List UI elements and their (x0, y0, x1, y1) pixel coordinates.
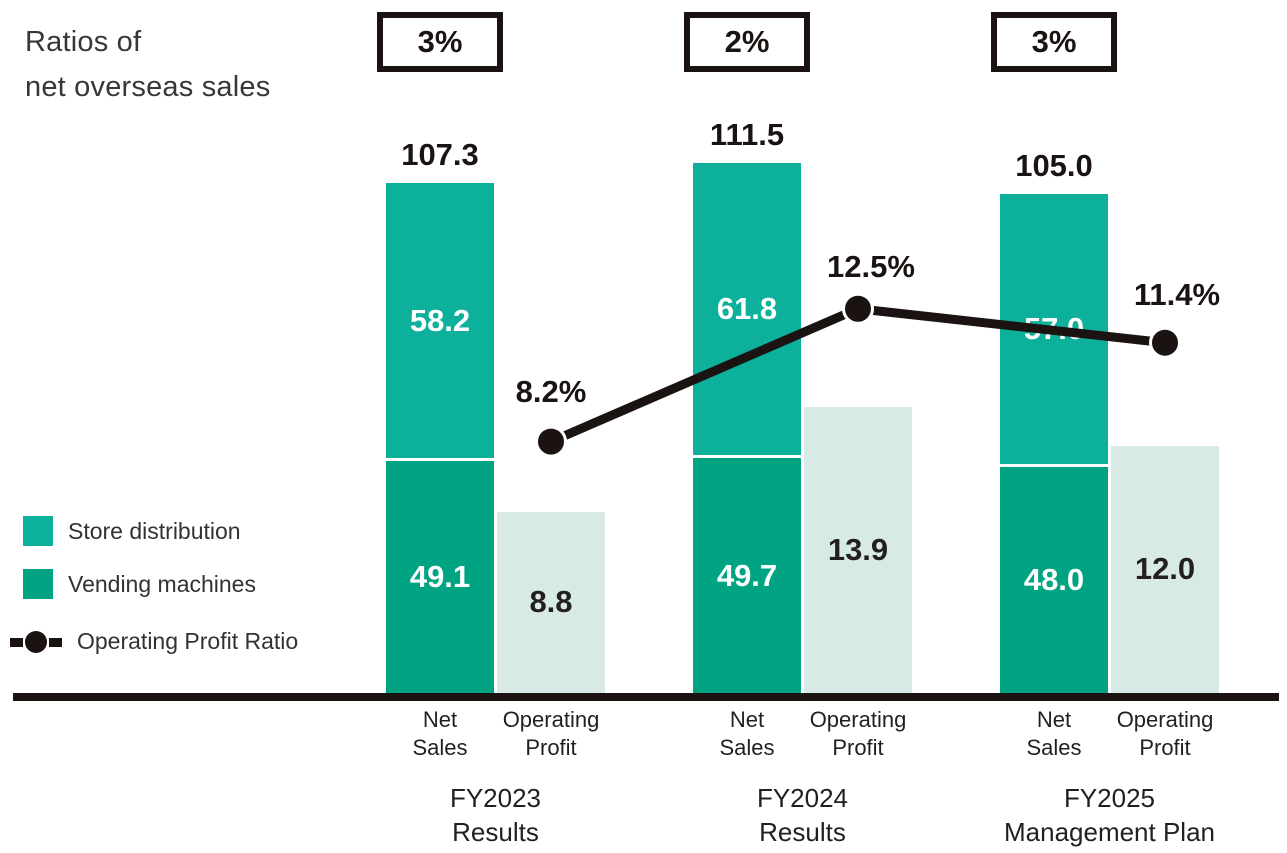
segment-divider (1000, 463, 1108, 467)
net-sales-axis-label-fy2024: Net Sales (719, 707, 775, 760)
operating-profit-ratio-label-fy2024: 12.5% (827, 248, 915, 284)
store-distribution-segment: 58.2 (386, 183, 494, 459)
ratio-point-fy2025 (1149, 326, 1181, 359)
legend-item-operating-profit-ratio: Operating Profit Ratio (10, 628, 298, 655)
operating-profit-axis-label-fy2024: Operating Profit (809, 707, 907, 760)
legend-item-store-distribution: Store distribution (23, 516, 241, 546)
legend-item-vending-machines: Vending machines (23, 569, 256, 599)
operating-profit-axis-label-fy2023: Operating Profit (502, 707, 600, 760)
vending-machines-swatch-icon (23, 569, 53, 599)
operating-profit-ratio-label-fy2023: 8.2% (515, 373, 587, 409)
operating-profit-ratio-label-fy2025: 11.4% (1133, 276, 1221, 312)
vending-machines-segment: 48.0 (1000, 466, 1108, 693)
segment-divider (693, 455, 801, 459)
line-dot-marker-icon (10, 630, 62, 654)
period-label-fy2023: FY2023 Results (449, 783, 542, 847)
net-sales-total-label-fy2023: 107.3 (401, 137, 479, 173)
x-axis-line (13, 693, 1279, 701)
net-sales-axis-label-fy2023: Net Sales (412, 707, 468, 760)
net-sales-bar-fy2024: 61.8 49.7 (693, 163, 801, 693)
segment-divider (386, 458, 494, 462)
vending-machines-segment: 49.1 (386, 461, 494, 693)
net-sales-bar-fy2025: 57.0 48.0 (1000, 194, 1108, 693)
operating-profit-bar-fy2025: 12.0 (1111, 445, 1219, 693)
operating-profit-bar-fy2023: 8.8 (497, 511, 605, 693)
legend-label-store-distribution: Store distribution (68, 517, 241, 544)
chart-title: Ratios of net overseas sales (25, 20, 270, 110)
net-sales-total-label-fy2024: 111.5 (709, 117, 785, 153)
operating-profit-bar-fy2024: 13.9 (804, 406, 912, 693)
store-distribution-segment: 57.0 (1000, 194, 1108, 464)
period-label-fy2025: FY2025 Management Plan (1003, 783, 1216, 847)
overseas-sales-ratio-box-fy2023: 3% (377, 12, 503, 72)
ratio-point-fy2024 (842, 292, 874, 325)
net-sales-bar-fy2023: 58.2 49.1 (386, 183, 494, 693)
legend-label-operating-profit-ratio: Operating Profit Ratio (77, 628, 299, 654)
ratio-point-fy2023 (535, 425, 567, 458)
operating-profit-axis-label-fy2025: Operating Profit (1116, 707, 1214, 760)
chart-title-line2: net overseas sales (25, 70, 271, 103)
store-distribution-segment: 61.8 (693, 163, 801, 456)
net-sales-total-label-fy2025: 105.0 (1015, 148, 1093, 184)
overseas-sales-ratio-box-fy2025: 3% (991, 12, 1117, 72)
vending-machines-segment: 49.7 (693, 458, 801, 693)
period-label-fy2024: FY2024 Results (756, 783, 849, 847)
net-sales-axis-label-fy2025: Net Sales (1026, 707, 1082, 760)
chart-title-line1: Ratios of (25, 26, 142, 58)
overseas-sales-ratio-box-fy2024: 2% (684, 12, 810, 72)
store-distribution-swatch-icon (23, 516, 53, 546)
legend-label-vending-machines: Vending machines (68, 570, 256, 597)
